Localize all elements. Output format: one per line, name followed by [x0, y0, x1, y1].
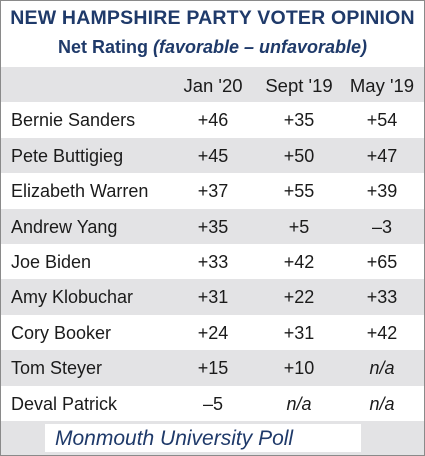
candidate-name: Cory Booker [11, 322, 112, 343]
net-rating-value: +46 [197, 110, 229, 131]
net-rating-value: +22 [283, 287, 315, 308]
source-label: Monmouth University Poll [55, 427, 294, 450]
candidate-name: Deval Patrick [11, 393, 118, 414]
candidate-name: Elizabeth Warren [11, 181, 149, 202]
net-rating-value: –5 [202, 393, 224, 414]
net-rating-value: +35 [283, 110, 315, 131]
subtitle-main: Net Rating [57, 37, 148, 57]
net-rating-value: +55 [283, 181, 315, 202]
candidate-name: Tom Steyer [11, 358, 103, 379]
row-band [1, 350, 424, 386]
source-box [45, 424, 361, 452]
net-rating-value: +31 [197, 287, 229, 308]
net-rating-value: +15 [197, 358, 229, 379]
column-header: Jan '20 [183, 75, 243, 96]
net-rating-value: +37 [197, 181, 229, 202]
column-header: Sept '19 [265, 75, 333, 96]
column-header: May '19 [349, 75, 415, 96]
net-rating-value: +45 [197, 145, 229, 166]
candidate-name: Amy Klobuchar [11, 287, 134, 308]
subtitle-italic: (favorable – unfavorable) [152, 37, 368, 57]
net-rating-value: +33 [197, 252, 229, 272]
net-rating-value: +31 [283, 322, 315, 343]
net-rating-value: +35 [197, 216, 229, 237]
candidate-name: Joe Biden [11, 252, 92, 272]
row-band [1, 279, 424, 315]
row-band [1, 67, 424, 103]
net-rating-value: +10 [283, 358, 315, 379]
source-footer: Monmouth University Poll [1, 421, 424, 455]
chart-title: NEW HAMPSHIRE PARTY VOTER OPINION [10, 7, 415, 29]
net-rating-value: +5 [288, 216, 310, 237]
row-band [1, 208, 424, 244]
candidate-name: Pete Buttigieg [11, 145, 124, 166]
net-rating-value: +24 [197, 322, 229, 343]
net-rating-value: +50 [283, 145, 315, 166]
net-rating-value: –3 [371, 216, 393, 237]
net-rating-value: +42 [283, 252, 315, 272]
net-rating-value: +42 [366, 322, 398, 343]
row-band [1, 137, 424, 174]
chart-subtitle: Net Rating (favorable – unfavorable) [1, 37, 424, 58]
net-rating-value: +65 [366, 252, 398, 272]
candidate-name: Bernie Sanders [11, 110, 136, 131]
net-rating-value: +33 [366, 287, 398, 308]
candidate-name: Andrew Yang [11, 216, 118, 237]
net-rating-value: +47 [366, 145, 398, 166]
net-rating-value: n/a [286, 393, 312, 414]
net-rating-value: n/a [369, 358, 395, 379]
net-rating-value: n/a [369, 393, 395, 414]
net-rating-value: +54 [366, 110, 398, 131]
net-rating-value: +39 [366, 181, 398, 202]
